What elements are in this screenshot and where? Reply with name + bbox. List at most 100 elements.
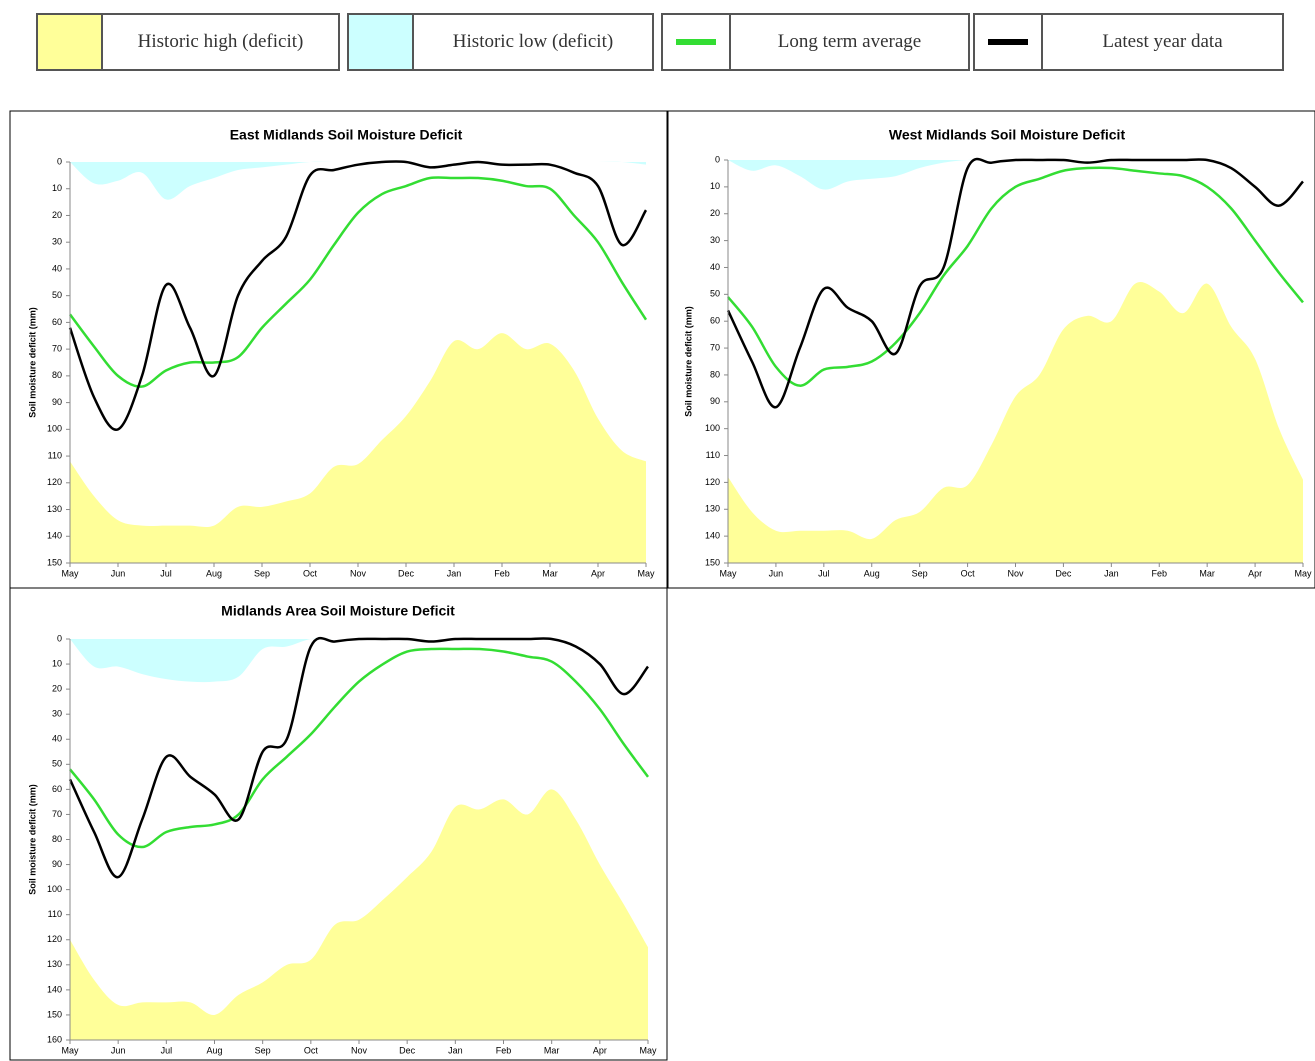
- x-tick-label: Jun: [111, 1045, 126, 1055]
- chart-title: Midlands Area Soil Moisture Deficit: [221, 603, 455, 619]
- x-tick-label: Jul: [161, 1045, 173, 1055]
- line: [69, 647, 650, 849]
- legend-swatch: [349, 15, 414, 69]
- y-tick-label: 130: [705, 504, 720, 514]
- y-tick-label: 30: [52, 709, 62, 719]
- y-tick-label: 80: [710, 369, 720, 379]
- x-tick-label: Mar: [1199, 568, 1215, 578]
- area: [728, 282, 1303, 563]
- line: [726, 157, 1304, 409]
- x-tick-label: Feb: [496, 1045, 512, 1055]
- legend-item: Latest year data: [973, 13, 1284, 71]
- x-tick-label: Jun: [111, 568, 126, 578]
- y-tick-label: 90: [52, 397, 62, 407]
- y-tick-label: 50: [52, 759, 62, 769]
- legend: Historic high (deficit) Historic low (def…: [0, 0, 1315, 90]
- y-tick-label: 90: [710, 396, 720, 406]
- x-tick-label: Jan: [447, 568, 462, 578]
- x-tick-label: May: [61, 1045, 79, 1055]
- chart-title: East Midlands Soil Moisture Deficit: [230, 127, 463, 143]
- legend-swatch: [975, 15, 1043, 69]
- area: [70, 638, 648, 683]
- x-tick-label: May: [61, 568, 79, 578]
- y-tick-label: 70: [52, 344, 62, 354]
- y-axis-label: Soil moisture deficit (mm): [27, 307, 37, 418]
- y-tick-label: 50: [710, 289, 720, 299]
- y-tick-label: 110: [706, 450, 720, 460]
- x-tick-label: May: [1294, 568, 1312, 578]
- y-tick-label: 50: [52, 290, 62, 300]
- y-tick-label: 150: [47, 1009, 62, 1019]
- y-tick-label: 150: [47, 557, 62, 567]
- legend-line: [988, 39, 1028, 45]
- y-tick-label: 110: [48, 909, 62, 919]
- y-tick-label: 40: [52, 263, 62, 273]
- x-tick-label: Nov: [351, 1045, 368, 1055]
- x-tick-label: Dec: [399, 1045, 416, 1055]
- y-tick-label: 10: [52, 658, 62, 668]
- legend-label: Latest year data: [1102, 31, 1223, 52]
- y-tick-label: 120: [47, 934, 62, 944]
- x-tick-label: Feb: [1151, 568, 1167, 578]
- y-tick-label: 120: [47, 477, 62, 487]
- y-tick-label: 120: [705, 477, 720, 487]
- y-tick-label: 70: [710, 342, 720, 352]
- area: [728, 159, 1303, 190]
- y-tick-label: 60: [52, 784, 62, 794]
- y-tick-label: 90: [52, 859, 62, 869]
- y-tick-label: 40: [710, 262, 720, 272]
- y-tick-label: 80: [52, 834, 62, 844]
- x-tick-label: Oct: [303, 568, 318, 578]
- y-tick-label: 140: [47, 984, 62, 994]
- chart-frame: [667, 110, 1315, 589]
- x-tick-label: Jul: [160, 568, 172, 578]
- y-tick-label: 60: [710, 316, 720, 326]
- y-tick-label: 0: [57, 633, 62, 643]
- x-tick-label: Apr: [591, 568, 605, 578]
- y-tick-label: 140: [47, 531, 62, 541]
- x-tick-label: Apr: [593, 1045, 607, 1055]
- legend-label: Historic low (deficit): [452, 31, 614, 52]
- legend-label: Historic high (deficit): [137, 31, 304, 52]
- x-tick-label: Jul: [818, 568, 830, 578]
- legend-line: [676, 39, 716, 45]
- chart-title: West Midlands Soil Moisture Deficit: [889, 127, 1126, 143]
- legend-swatch: [38, 15, 103, 69]
- y-tick-label: 10: [710, 181, 720, 191]
- legend-item: Historic low (deficit): [347, 13, 654, 71]
- y-tick-label: 130: [47, 959, 62, 969]
- y-tick-label: 160: [47, 1034, 62, 1044]
- y-tick-label: 60: [52, 317, 62, 327]
- y-tick-label: 100: [47, 884, 62, 894]
- area: [70, 161, 646, 200]
- x-tick-label: Dec: [398, 568, 415, 578]
- y-tick-label: 30: [52, 237, 62, 247]
- line: [68, 176, 648, 388]
- x-tick-label: Sep: [254, 568, 270, 578]
- y-tick-label: 40: [52, 734, 62, 744]
- y-tick-label: 110: [48, 450, 62, 460]
- x-tick-label: Aug: [206, 1045, 222, 1055]
- y-tick-label: 0: [57, 156, 62, 166]
- x-tick-label: Sep: [255, 1045, 271, 1055]
- y-axis-label: Soil moisture deficit (mm): [27, 784, 37, 895]
- x-tick-label: Mar: [544, 1045, 560, 1055]
- x-tick-label: Mar: [542, 568, 558, 578]
- x-tick-label: Feb: [494, 568, 510, 578]
- y-tick-label: 80: [52, 370, 62, 380]
- x-tick-label: Sep: [912, 568, 928, 578]
- y-axis-label: Soil moisture deficit (mm): [683, 306, 693, 417]
- x-tick-label: May: [637, 568, 655, 578]
- x-tick-label: Oct: [304, 1045, 319, 1055]
- legend-label: Long term average: [777, 31, 922, 52]
- line: [727, 166, 1304, 387]
- x-tick-label: Aug: [864, 568, 880, 578]
- x-tick-label: Nov: [350, 568, 367, 578]
- y-tick-label: 10: [52, 183, 62, 193]
- y-tick-label: 30: [710, 235, 720, 245]
- legend-item: Historic high (deficit): [36, 13, 340, 71]
- line: [68, 160, 648, 431]
- y-tick-label: 140: [705, 531, 720, 541]
